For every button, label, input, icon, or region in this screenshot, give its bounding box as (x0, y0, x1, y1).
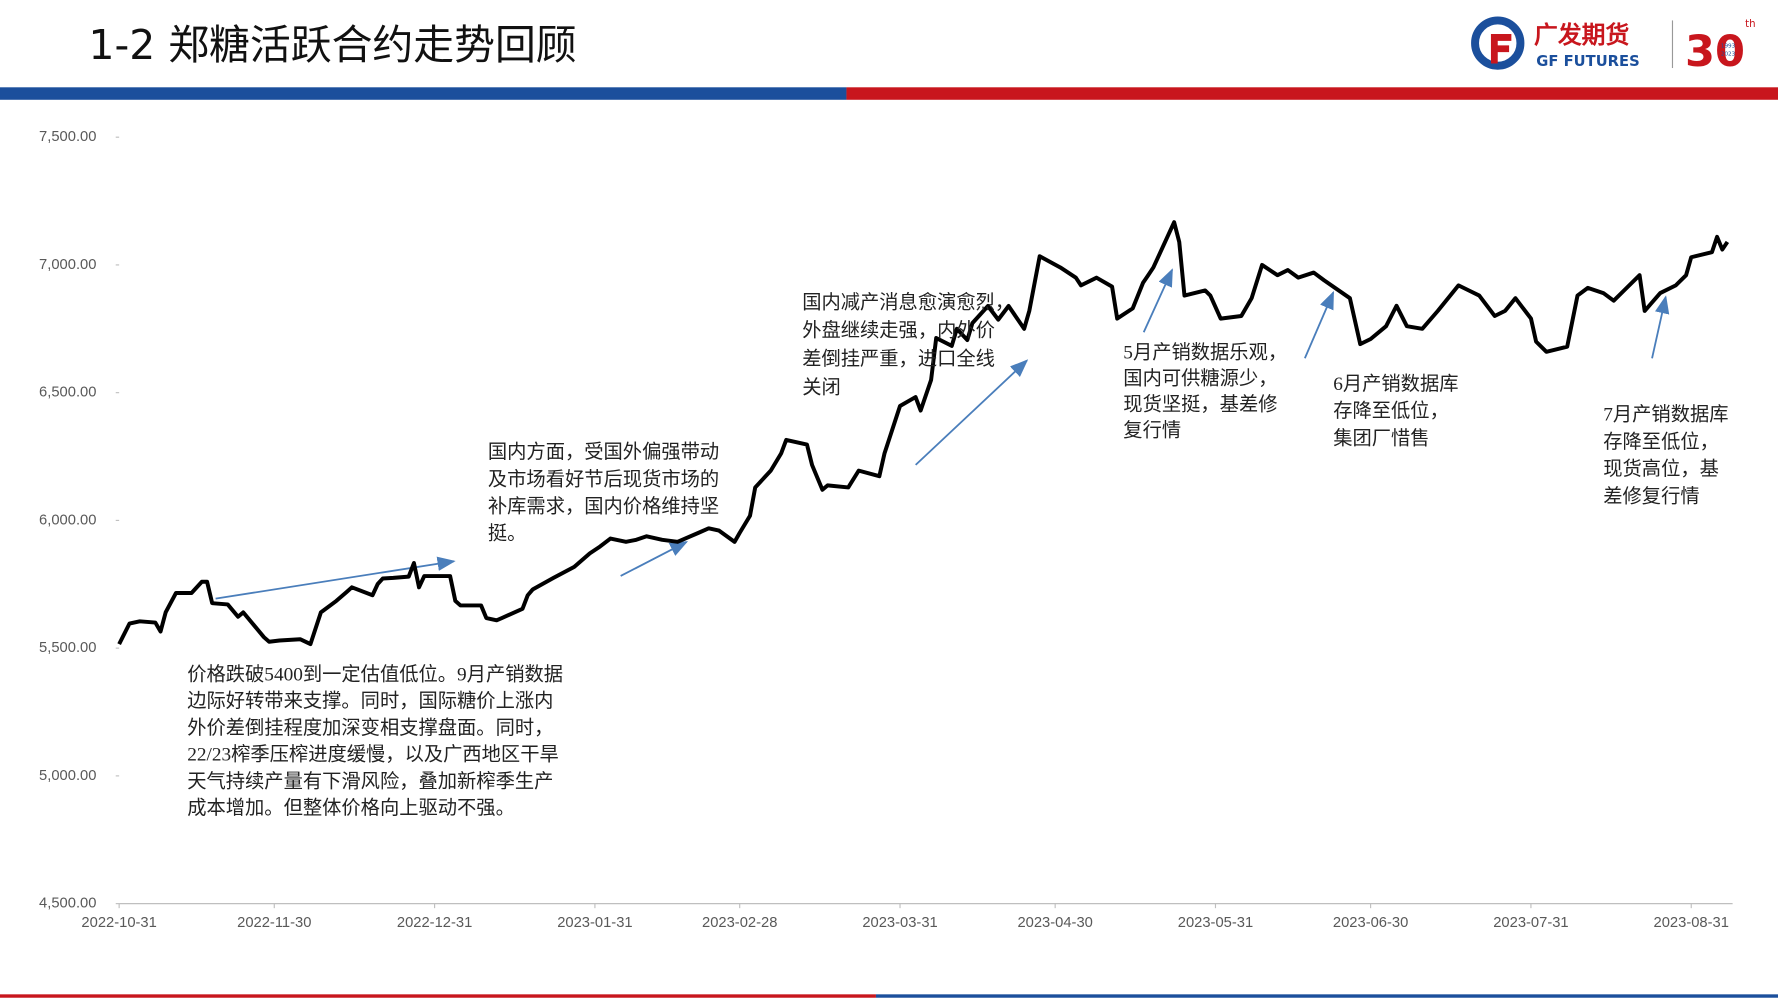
x-tick-label: 2023-01-31 (557, 915, 632, 931)
year: 2023 (1721, 52, 1736, 58)
annotation-line: 价格跌破5400到一定估值低位。9月产销数据 (187, 663, 563, 685)
logo-ring (1471, 16, 1525, 70)
arrow (1651, 295, 1670, 359)
logo-mark (1490, 34, 1512, 64)
annotation-arrows (215, 268, 1670, 600)
year: 1993 (1721, 44, 1736, 50)
logo-en: GF FUTURES (1536, 53, 1639, 70)
annotation-line: 边际好转带来支撑。同时，国际糖价上涨内 (187, 690, 553, 712)
annotation-line: 7月产销数据库 (1603, 404, 1728, 426)
annotation-line: 22/23榨季压榨进度缓慢，以及广西地区干旱 (187, 744, 559, 766)
annotation-line: 国内方面，受国外偏强带动 (488, 441, 719, 463)
annotation-line: 差倒挂严重，进口全线 (802, 348, 995, 370)
annotation-line: 现货高位，基 (1603, 458, 1719, 480)
x-tick-label: 2023-06-30 (1333, 915, 1408, 931)
footer-bar-red (0, 994, 876, 998)
arrow (620, 541, 689, 577)
footer-bar-blue (875, 994, 1778, 998)
x-tick-label: 2023-02-28 (702, 915, 777, 931)
header-bar-red (846, 87, 1778, 100)
x-tick-label: 2022-10-31 (81, 915, 156, 931)
x-tick-label: 2023-05-31 (1178, 915, 1253, 931)
y-tick-label: 4,500.00 (39, 896, 96, 912)
anniversary: 30 (1685, 27, 1745, 77)
x-tick-label: 2023-03-31 (862, 915, 937, 931)
header-bar-blue (0, 87, 847, 100)
x-tick-label: 2022-12-31 (397, 915, 472, 931)
annotation-line: 外价差倒挂程度加深变相支撑盘面。同时， (187, 717, 553, 739)
logo: 广发期货 GF FUTURES 30 th 1993 2023 (1471, 16, 1756, 77)
annotation: 价格跌破5400到一定估值低位。9月产销数据边际好转带来支撑。同时，国际糖价上涨… (187, 663, 563, 819)
logo-cn: 广发期货 (1534, 21, 1629, 49)
annotation-line: 现货坚挺，基差修 (1123, 393, 1277, 415)
annotation-line: 国内可供糖源少， (1123, 367, 1277, 389)
annotation-line: 存降至低位， (1603, 431, 1719, 453)
annotation-line: 复行情 (1123, 420, 1181, 442)
y-tick-label: 7,500.00 (39, 129, 96, 145)
x-tick-label: 2023-04-30 (1017, 915, 1092, 931)
x-tick-label: 2023-07-31 (1493, 915, 1568, 931)
anniversary-suffix: th (1745, 19, 1755, 30)
y-tick-label: 6,000.00 (39, 512, 96, 528)
annotation-line: 挺。 (488, 523, 527, 545)
annotation-line: 国内减产消息愈演愈烈， (802, 291, 1014, 313)
annotation-line: 天气持续产量有下滑风险，叠加新榨季生产 (187, 770, 553, 792)
annotation-line: 6月产销数据库 (1333, 373, 1458, 395)
annotation-line: 集团厂惜售 (1333, 427, 1429, 449)
arrow (915, 359, 1029, 466)
annotation-line: 5月产销数据乐观， (1123, 341, 1287, 363)
price-line (117, 220, 1730, 647)
y-tick-label: 5,000.00 (39, 768, 96, 784)
annotation-line: 成本增加。但整体价格向上驱动不强。 (187, 797, 515, 819)
arrow (1304, 290, 1335, 359)
annotation-line: 存降至低位， (1333, 400, 1449, 422)
x-tick-label: 2022-11-30 (237, 915, 311, 931)
annotation-line: 外盘继续走强，内外价 (802, 320, 995, 342)
y-tick-label: 5,500.00 (39, 640, 96, 656)
y-tick-label: 6,500.00 (39, 385, 96, 401)
y-tick-label: 7,000.00 (39, 257, 96, 273)
annotation-line: 及市场看好节后现货市场的 (488, 468, 719, 490)
annotation-line: 差修复行情 (1603, 485, 1699, 507)
slide-title: 1-2 郑糖活跃合约走势回顾 (89, 21, 577, 69)
annotation-line: 关闭 (802, 376, 841, 398)
annotation-line: 补库需求，国内价格维持坚 (488, 495, 719, 517)
arrow (1142, 268, 1173, 333)
x-tick-label: 2023-08-31 (1654, 915, 1729, 931)
